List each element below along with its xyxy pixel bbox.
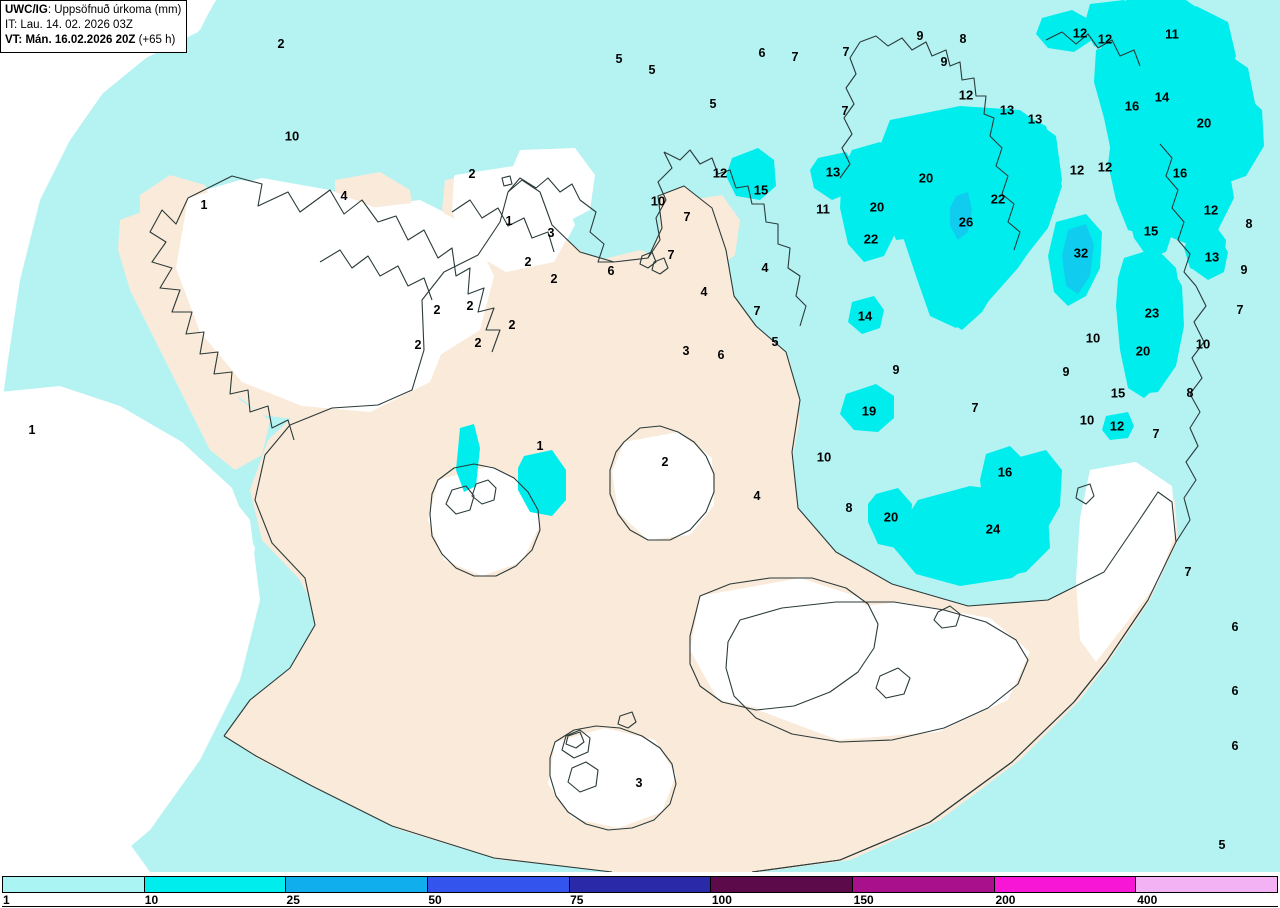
forecast-info-box: UWC/IG: Uppsöfnuð úrkoma (mm) IT: Lau. 1…	[0, 0, 188, 53]
colorbar-segment-75	[569, 877, 712, 892]
colorbar-segment-150	[853, 877, 995, 892]
colorbar-region: 1 10 25 50 75 100 150 200 400	[0, 872, 1280, 908]
info-line-field: UWC/IG: Uppsöfnuð úrkoma (mm)	[5, 3, 181, 18]
colorbar-segment-25	[286, 877, 429, 892]
colorbar-tick-100: 100	[711, 893, 732, 907]
model-label: UWC/IG	[5, 4, 48, 16]
precip-band-10-25	[456, 0, 1264, 586]
colorbar-segment-1	[3, 877, 145, 892]
precip-band-25-50	[950, 192, 1094, 294]
colorbar-tick-50: 50	[428, 893, 442, 907]
interior-zero-areas	[0, 0, 1176, 872]
info-line-valid: VT: Mán. 16.02.2026 20Z (+65 h)	[5, 33, 181, 48]
colorbar-segment-200	[994, 877, 1137, 892]
coastline	[149, 31, 1207, 872]
colorbar-segment-100	[711, 877, 854, 892]
colorbar-segment-10	[144, 877, 287, 892]
colorbar-tick-labels: 1 10 25 50 75 100 150 200 400	[2, 893, 1278, 908]
field-label: : Uppsöfnuð úrkoma (mm)	[47, 4, 182, 16]
colorbar-segment-50	[428, 877, 570, 892]
info-line-init: IT: Lau. 14. 02. 2026 03Z	[5, 19, 133, 32]
precipitation-colorbar	[2, 876, 1278, 893]
colorbar-tick-25: 25	[286, 893, 300, 907]
colorbar-tick-75: 75	[570, 893, 584, 907]
colorbar-tick-150: 150	[853, 893, 874, 907]
valid-lead-label: (+65 h)	[135, 34, 176, 47]
colorbar-baseline	[2, 906, 1278, 907]
colorbar-tick-10: 10	[144, 893, 159, 907]
colorbar-tick-400: 400	[1137, 893, 1158, 907]
colorbar-tick-1: 1	[3, 893, 10, 907]
colorbar-tick-200: 200	[995, 893, 1016, 907]
map-graphic	[0, 0, 1280, 872]
valid-time-label: VT: Mán. 16.02.2026 20Z	[5, 34, 136, 47]
colorbar-segment-400	[1136, 877, 1278, 892]
precipitation-map: 2 10 4 1 2 1 3 2 2 2 2 2 2 2 6 5 5 5 6 7 7 7 10 7 7 4 4 7 3 6 5 12 15 13 1…	[0, 0, 1280, 872]
